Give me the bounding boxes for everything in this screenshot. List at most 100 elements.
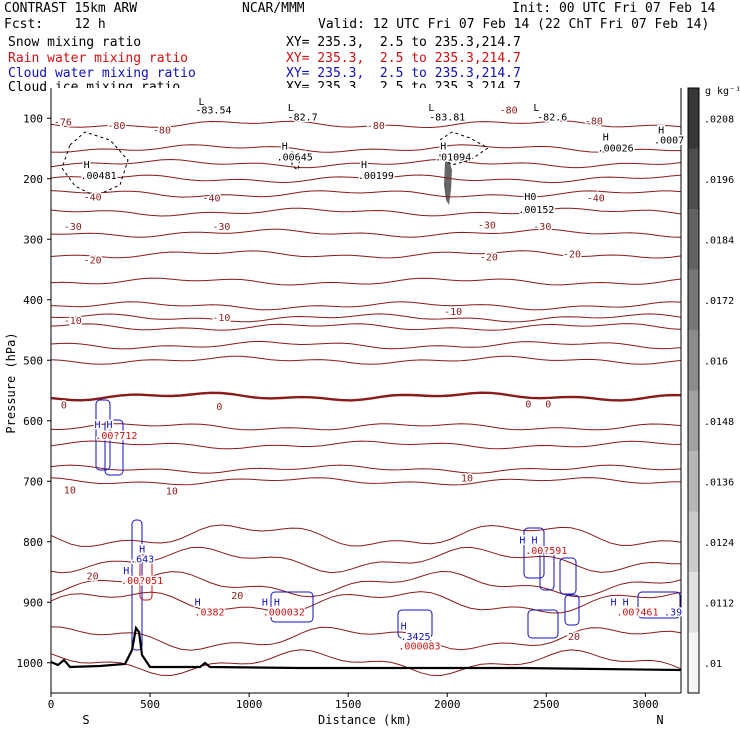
terrain-line <box>50 625 682 672</box>
mixing-ratio-contour <box>523 527 545 579</box>
temperature-contour <box>50 591 682 614</box>
y-tick-label: 200 <box>23 173 43 186</box>
contour-annotation: H <box>84 160 90 171</box>
contour-annotation: .00?591 <box>525 546 567 557</box>
temperature-contour <box>50 626 682 651</box>
contour-annotation: 0 <box>216 402 222 413</box>
temperature-contour <box>50 649 682 677</box>
x-tick-label: 0 <box>48 698 55 711</box>
contour-annotation: 10 <box>166 487 178 498</box>
colorbar-tick-label: .0184 <box>704 235 734 246</box>
contour-annotation: .00?461 <box>616 608 658 619</box>
temperature-contour <box>50 570 682 598</box>
temperature-contour <box>50 190 682 198</box>
contour-annotation: H H <box>94 420 112 431</box>
contour-annotation: .00199 <box>358 171 394 182</box>
contour-annotation: 20 <box>568 632 580 643</box>
contour-annotation: 10 <box>64 485 76 496</box>
mixing-ratio-contour <box>131 519 143 651</box>
colorbar-swatch <box>688 148 699 209</box>
colorbar-tick-label: .0136 <box>704 477 734 488</box>
temperature-contour <box>50 250 682 259</box>
mixing-ratio-contour <box>270 591 314 623</box>
colorbar-frame <box>687 87 700 694</box>
contour-annotation: H <box>603 133 609 144</box>
contour-annotation: 10 <box>461 473 473 484</box>
init-time: Init: 00 UTC Fri 07 Feb 14 <box>512 1 716 16</box>
cloud-ice-contour <box>61 131 129 197</box>
field-label-rain: Rain water mixing ratio <box>8 51 189 66</box>
colorbar-swatch <box>688 572 699 633</box>
temperature-contour <box>50 120 682 129</box>
temperature-contour <box>50 301 682 311</box>
snow-shading <box>444 160 452 205</box>
temperature-contour <box>50 277 682 286</box>
contour-annotation: L <box>199 97 205 108</box>
contour-annotation: .39 <box>664 608 682 619</box>
colorbar-swatch <box>688 269 699 330</box>
contour-annotation: 20 <box>87 571 99 582</box>
y-tick-label: 600 <box>23 415 43 428</box>
contour-annotation: .3425 <box>400 632 430 643</box>
contour-annotation: -30 <box>212 222 230 233</box>
colorbar-unit: g kg⁻¹ <box>705 86 740 97</box>
colorbar-swatch <box>688 209 699 270</box>
contour-annotation: -80 <box>153 125 171 136</box>
field-label-cloud-water: Cloud water mixing ratio <box>8 66 196 81</box>
mixing-ratio-contour <box>104 419 124 476</box>
y-tick-label: 900 <box>23 596 43 609</box>
contour-annotation: -20 <box>563 249 581 260</box>
mixing-ratio-contour <box>564 594 580 626</box>
contour-annotation: H H <box>611 597 629 608</box>
contour-annotation: .00645 <box>277 153 313 164</box>
contour-annotation: -10 <box>64 316 82 327</box>
contour-annotation: .643 <box>130 554 154 565</box>
colorbar-tick-label: .0148 <box>704 417 734 428</box>
contour-annotation: -30 <box>64 222 82 233</box>
contour-annotation: H <box>440 142 446 153</box>
model-title: CONTRAST 15km ARW <box>4 1 138 16</box>
contour-annotation: H H <box>519 536 537 547</box>
y-tick-label: 100 <box>23 112 43 125</box>
right-end-label: N <box>656 713 663 727</box>
temperature-contour <box>50 355 682 365</box>
mixing-ratio-contour <box>397 609 433 639</box>
contour-annotation: .0007 <box>654 136 684 147</box>
contour-annotation: -10 <box>444 307 462 318</box>
temperature-contour <box>50 313 682 323</box>
y-tick-label: 500 <box>23 354 43 367</box>
y-axis-label: Pressure (hPa) <box>4 332 18 433</box>
y-tick-label: 800 <box>23 536 43 549</box>
colorbar-swatch <box>688 632 699 693</box>
contour-annotation: -82.6 <box>537 113 567 124</box>
field-label-snow: Snow mixing ratio <box>8 35 142 50</box>
contour-annotation: L <box>533 103 539 114</box>
contour-annotation: -82.7 <box>288 113 318 124</box>
temperature-contour <box>50 440 682 450</box>
mixing-ratio-contour <box>539 549 555 591</box>
x-tick-label: 1000 <box>236 698 263 711</box>
colorbar-swatch <box>688 88 699 149</box>
contour-annotation: -83.81 <box>429 113 465 124</box>
forecast-hour: Fcst: 12 h <box>4 17 106 32</box>
contour-annotation: H <box>123 566 129 577</box>
colorbar-tick-label: .016 <box>704 356 728 367</box>
contour-annotation: L <box>288 103 294 114</box>
temperature-contour <box>50 144 681 153</box>
temperature-contour <box>50 464 682 474</box>
colorbar-swatch <box>688 451 699 512</box>
x-tick-label: 500 <box>140 698 160 711</box>
contour-annotation: -30 <box>478 220 496 231</box>
contour-annotation: L <box>428 103 434 114</box>
contour-annotation: -40 <box>587 194 605 205</box>
contour-annotation: -80 <box>500 105 518 116</box>
temperature-contour <box>50 174 682 184</box>
x-tick-label: 3000 <box>632 698 659 711</box>
contour-annotation: H <box>282 142 288 153</box>
y-tick-label: 700 <box>23 475 43 488</box>
contour-annotation: -76 <box>54 118 72 129</box>
y-tick-label: 1000 <box>17 657 44 670</box>
x-tick-label: 1500 <box>335 698 362 711</box>
left-end-label: S <box>82 713 89 727</box>
contour-annotation: -20 <box>84 255 102 266</box>
